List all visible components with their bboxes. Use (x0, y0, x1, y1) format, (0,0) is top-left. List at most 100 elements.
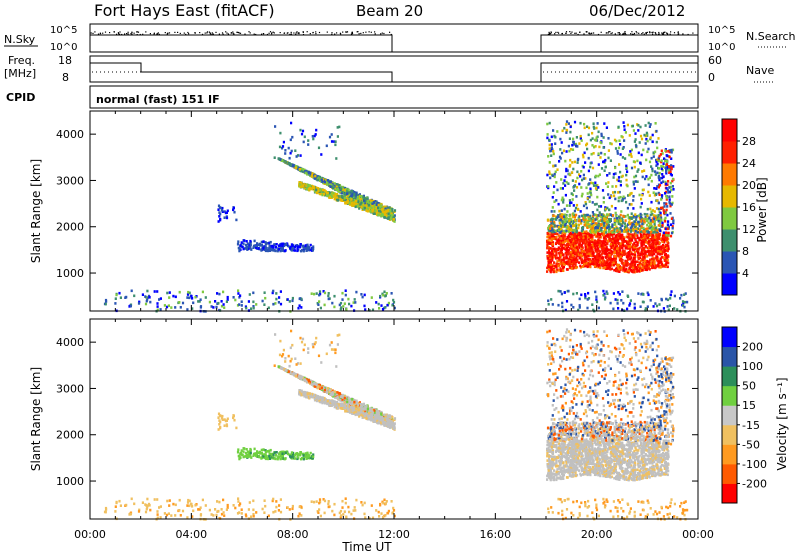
noise-left-label: N.Sky (4, 33, 36, 46)
power-cell (632, 270, 635, 273)
power-cell (600, 228, 603, 232)
power-cell (633, 263, 636, 267)
power-cell (621, 246, 624, 250)
power-cell (640, 220, 643, 223)
power-cell (657, 249, 660, 253)
power-cell (569, 219, 572, 223)
power-cell (656, 237, 659, 241)
power-cell (609, 263, 612, 267)
power-cell (619, 183, 622, 187)
power-cell (605, 252, 608, 256)
power-cell (668, 150, 671, 154)
power-cell (624, 239, 627, 243)
power-cell (652, 240, 655, 243)
noise-sky-point (357, 31, 359, 33)
noise-sky-point (183, 32, 185, 34)
power-cell (564, 240, 567, 243)
power-cell (587, 263, 590, 266)
power-cell (592, 246, 595, 249)
noise-sky-point (585, 31, 587, 33)
power-cell (291, 244, 294, 248)
power-cell (646, 134, 649, 137)
noise-sky-point (309, 33, 311, 35)
power-cell (629, 240, 632, 243)
power-cell (586, 252, 589, 255)
power-cell (571, 258, 574, 262)
power-cell (574, 244, 577, 248)
power-cell (573, 253, 576, 256)
power-cell (610, 142, 613, 146)
power-cell (661, 237, 664, 240)
power-cell (575, 136, 578, 139)
power-cell (567, 122, 570, 125)
noise-sky-point (657, 33, 660, 35)
power-cell (558, 160, 561, 163)
power-cell (602, 247, 605, 250)
power-cell (645, 131, 648, 135)
power-cell (299, 243, 302, 246)
power-cell (340, 191, 343, 195)
power-cell (585, 223, 588, 227)
power-cell (560, 141, 563, 144)
power-cell (650, 173, 653, 177)
power-cell (653, 238, 656, 242)
power-cell (386, 209, 389, 213)
noise-sky-point (673, 32, 676, 34)
noise-sky-point (362, 32, 364, 34)
power-cell (597, 163, 600, 166)
power-cell (555, 235, 558, 239)
power-cell (574, 258, 577, 261)
power-cell (659, 214, 662, 217)
power-cell (608, 254, 611, 257)
power-cell (656, 185, 659, 188)
power-cell (388, 206, 391, 209)
power-cell (611, 225, 614, 228)
power-cell (555, 181, 558, 184)
power-cell (587, 217, 591, 221)
power-cell (596, 122, 599, 125)
power-cell (560, 241, 563, 244)
power-cell (584, 237, 588, 241)
power-cell (308, 184, 311, 187)
power-cell (597, 228, 600, 232)
power-cell (642, 256, 645, 259)
power-cell (574, 180, 577, 183)
power-cell (620, 253, 623, 256)
power-cell (562, 237, 565, 241)
power-cell (302, 184, 305, 188)
power-cell (568, 204, 571, 207)
power-cell (561, 243, 564, 247)
power-cell (637, 222, 640, 226)
power-cell (647, 231, 650, 234)
power-cell (362, 202, 365, 205)
noise-sky-point (283, 32, 286, 34)
power-cell (370, 201, 373, 205)
power-cell (655, 192, 658, 196)
power-cell (589, 229, 592, 233)
power-cell (565, 150, 568, 153)
power-cell (623, 264, 626, 268)
power-cell (556, 247, 559, 251)
power-cell (602, 239, 605, 243)
noise-sky-point (574, 32, 576, 34)
power-cell (655, 140, 658, 144)
power-cell (604, 206, 607, 209)
power-cell (375, 213, 379, 216)
power-cell (652, 231, 655, 234)
noise-sky-point (663, 33, 665, 35)
power-cell (641, 247, 644, 251)
power-cell (592, 223, 595, 227)
power-cell (633, 187, 636, 190)
noise-sky-point (610, 32, 612, 35)
power-cell (391, 213, 394, 216)
freq-right-tick-top: 60 (708, 54, 722, 67)
power-cell (636, 241, 639, 245)
power-cell (354, 199, 358, 203)
power-cell (245, 240, 248, 243)
power-cell (363, 199, 366, 202)
power-cell (570, 201, 573, 204)
power-cell (613, 250, 616, 254)
power-cell (367, 202, 370, 205)
power-cell (553, 268, 556, 272)
power-cell (650, 265, 654, 268)
